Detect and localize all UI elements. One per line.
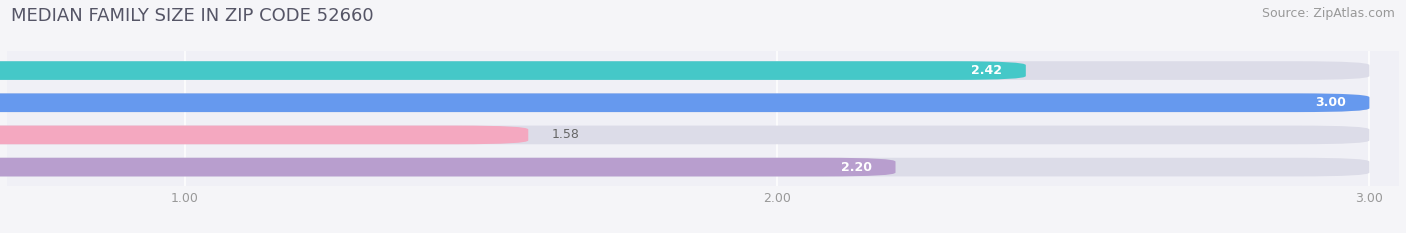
Text: Source: ZipAtlas.com: Source: ZipAtlas.com [1261, 7, 1395, 20]
Text: 2.20: 2.20 [841, 161, 872, 174]
Text: 3.00: 3.00 [1315, 96, 1346, 109]
FancyBboxPatch shape [0, 61, 1026, 80]
FancyBboxPatch shape [0, 126, 529, 144]
FancyBboxPatch shape [0, 158, 1369, 176]
FancyBboxPatch shape [0, 126, 1369, 144]
Text: 1.58: 1.58 [553, 128, 579, 141]
FancyBboxPatch shape [0, 158, 896, 176]
FancyBboxPatch shape [0, 93, 1369, 112]
Text: 2.42: 2.42 [972, 64, 1002, 77]
FancyBboxPatch shape [0, 93, 1369, 112]
FancyBboxPatch shape [0, 61, 1369, 80]
Text: MEDIAN FAMILY SIZE IN ZIP CODE 52660: MEDIAN FAMILY SIZE IN ZIP CODE 52660 [11, 7, 374, 25]
